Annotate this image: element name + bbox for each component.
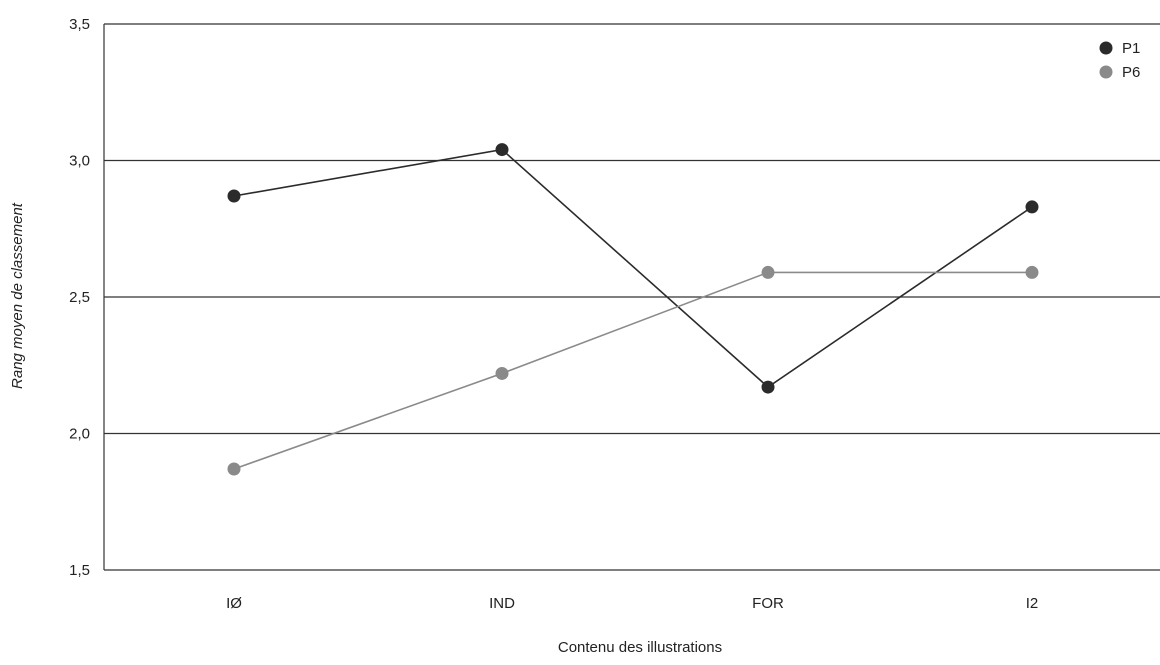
data-point-p6 bbox=[761, 265, 775, 279]
data-point-p1 bbox=[495, 143, 509, 157]
y-tick-label: 1,5 bbox=[69, 562, 90, 579]
data-point-p1 bbox=[761, 380, 775, 394]
legend-marker bbox=[1099, 41, 1113, 55]
data-point-p6 bbox=[227, 462, 241, 476]
series bbox=[227, 143, 1039, 476]
series-p1 bbox=[227, 143, 1039, 394]
y-tick-label: 2,0 bbox=[69, 426, 90, 443]
y-axis-label: Rang moyen de classement bbox=[9, 202, 26, 389]
x-tick-label: IND bbox=[489, 595, 515, 612]
y-tick-label: 3,0 bbox=[69, 153, 90, 170]
y-tick-label: 2,5 bbox=[69, 289, 90, 306]
x-tick-label: IØ bbox=[226, 595, 242, 612]
data-point-p1 bbox=[1025, 200, 1039, 214]
legend-label: P6 bbox=[1122, 64, 1140, 81]
data-point-p1 bbox=[227, 189, 241, 203]
x-tick-label: FOR bbox=[752, 595, 784, 612]
series-p6 bbox=[227, 265, 1039, 476]
y-tick-label: 3,5 bbox=[69, 16, 90, 33]
legend-marker bbox=[1099, 65, 1113, 79]
x-axis-label: Contenu des illustrations bbox=[558, 639, 722, 656]
series-line-p1 bbox=[233, 148, 1033, 389]
series-line-p6 bbox=[233, 271, 1032, 470]
x-tick-labels: IØ IND FOR I2 bbox=[226, 595, 1038, 612]
grid-lines bbox=[104, 23, 1160, 571]
x-tick-label: I2 bbox=[1026, 595, 1039, 612]
data-point-p6 bbox=[1025, 265, 1039, 279]
data-point-p6 bbox=[495, 366, 509, 380]
legend-label: P1 bbox=[1122, 40, 1140, 57]
y-tick-labels: 1,5 2,0 2,5 3,0 3,5 bbox=[69, 16, 90, 579]
